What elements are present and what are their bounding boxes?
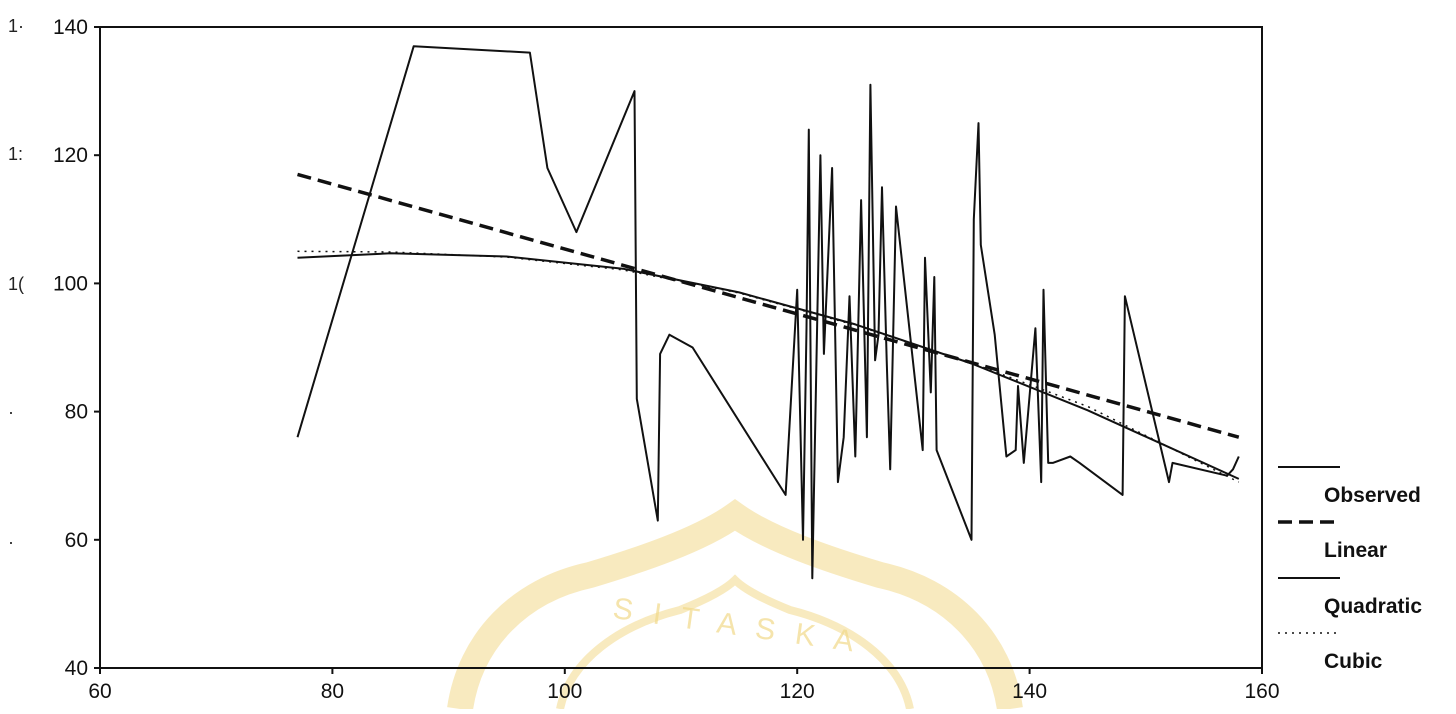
legend-label-cubic: Cubic xyxy=(1324,650,1383,673)
left-edge-fragments: 1· 1: 1( · · xyxy=(8,16,24,552)
y-tick-label: 80 xyxy=(65,401,88,424)
x-tick-label: 60 xyxy=(88,680,111,703)
plot-frame xyxy=(99,26,1263,669)
plot-border xyxy=(99,26,1263,669)
x-tick-label: 80 xyxy=(321,680,344,703)
watermark-inner-arch xyxy=(556,574,914,710)
legend-label-linear: Linear xyxy=(1324,539,1387,562)
watermark: S I T A S K A xyxy=(447,499,1023,712)
y-tick-label: 40 xyxy=(65,657,88,680)
y-tick-label: 100 xyxy=(53,272,88,295)
left-edge-fragment: 1· xyxy=(8,16,24,36)
watermark-text: S I T A S K A xyxy=(611,592,862,659)
series-line-linear xyxy=(297,172,1240,439)
series-line-quadratic xyxy=(297,252,1240,480)
left-edge-fragment: 1( xyxy=(8,274,24,294)
watermark-arch xyxy=(447,499,1023,712)
left-edge-fragment: · xyxy=(8,532,14,552)
y-tick-label: 60 xyxy=(65,529,88,552)
x-tick-label: 160 xyxy=(1244,680,1279,703)
y-tick-label: 140 xyxy=(53,16,88,39)
legend: Observed Linear Quadratic Cubic xyxy=(1278,466,1422,673)
series-line-observed xyxy=(296,45,1240,580)
left-edge-fragment: 1: xyxy=(8,144,23,164)
left-edge-fragment: · xyxy=(8,402,14,422)
legend-label-quadratic: Quadratic xyxy=(1324,595,1422,618)
x-tick-label: 100 xyxy=(547,680,582,703)
x-tick-label: 140 xyxy=(1012,680,1047,703)
y-tick-label: 120 xyxy=(53,144,88,167)
legend-label-observed: Observed xyxy=(1324,484,1421,507)
x-tick-label: 120 xyxy=(780,680,815,703)
series-lines xyxy=(296,45,1240,580)
series-line-cubic xyxy=(297,250,1240,483)
